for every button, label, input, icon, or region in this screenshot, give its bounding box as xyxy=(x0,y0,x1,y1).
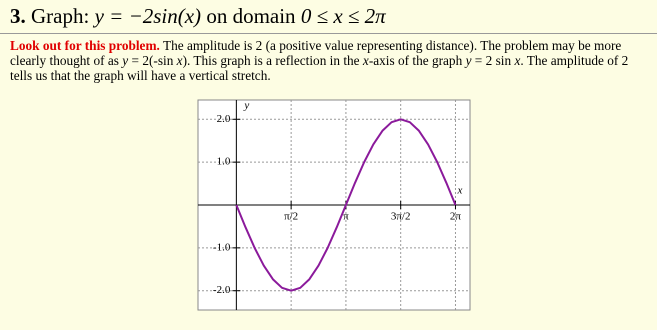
math: y xyxy=(122,53,129,68)
y-tick-label: 2.0 xyxy=(217,113,231,125)
text: . The amplitude of 2 tells us that the g… xyxy=(10,53,629,83)
math: y xyxy=(465,53,472,68)
y-tick-label: 1.0 xyxy=(217,156,231,168)
curve xyxy=(235,118,457,292)
heading-label: Graph: xyxy=(31,4,90,28)
explanation: Look out for this problem. The amplitude… xyxy=(10,38,650,83)
warning: Look out for this problem. xyxy=(10,38,160,53)
y-tick-label: -1.0 xyxy=(213,241,231,253)
problem-number: 3. xyxy=(10,4,26,28)
math: x xyxy=(362,53,369,68)
x-axis-label: x xyxy=(457,185,463,197)
domain: 0 ≤ x ≤ 2π xyxy=(300,4,386,28)
math: x xyxy=(514,53,521,68)
text: The amplitude is 2 (a positive value rep… xyxy=(10,38,622,68)
divider xyxy=(0,33,657,34)
text: = 2 sin xyxy=(471,53,515,68)
problem-heading: 3. Graph: y = −2sin(x) on domain 0 ≤ x ≤… xyxy=(10,4,386,29)
text: -axis of the graph xyxy=(368,53,466,68)
math: x xyxy=(176,53,183,68)
domain-text: on domain xyxy=(206,4,296,28)
x-tick-label: 3π/2 xyxy=(391,211,411,223)
equation: y = −2sin(x) xyxy=(94,4,202,28)
x-tick-label: 2π xyxy=(450,211,462,223)
y-axis-label: y xyxy=(243,100,249,112)
text: ). This graph is a reflection in the xyxy=(182,53,363,68)
x-tick-label: π/2 xyxy=(284,211,298,223)
text: = 2(-sin xyxy=(128,53,177,68)
y-tick-label: -2.0 xyxy=(213,284,231,296)
x-tick-label: π xyxy=(343,211,349,223)
